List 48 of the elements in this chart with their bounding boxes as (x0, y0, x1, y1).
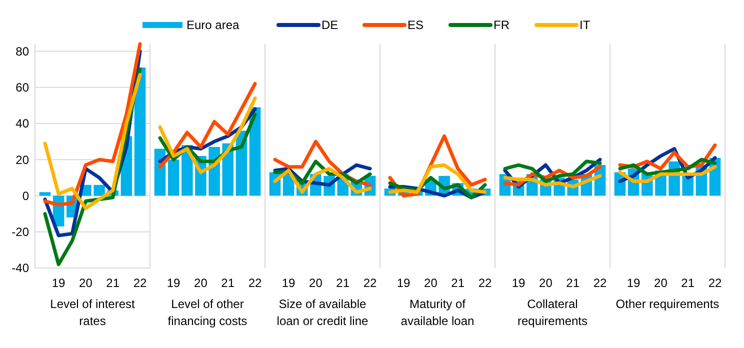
line-series (43, 42, 142, 207)
x-tick-label: 20 (424, 276, 438, 290)
x-tick-label: 21 (221, 276, 235, 290)
y-tick-label: -20 (12, 225, 30, 240)
x-tick-label: 22 (708, 276, 722, 290)
y-tick-label: 60 (16, 80, 30, 95)
x-tick-label: 21 (681, 276, 695, 290)
bar (168, 160, 180, 196)
x-tick-label: 22 (593, 276, 608, 290)
x-tick-label: 19 (626, 276, 641, 290)
y-tick-label: 80 (16, 44, 30, 58)
x-tick-label: 20 (194, 276, 208, 290)
x-tick-label: 19 (52, 276, 66, 290)
legend-label: IT (580, 18, 591, 32)
x-tick-label: 22 (478, 276, 492, 290)
bar (39, 192, 51, 196)
x-axis-title: Size of available loan or credit line (276, 297, 369, 328)
y-tick-label: 40 (16, 116, 30, 131)
legend-label: FR (494, 18, 510, 32)
legend-label: DE (322, 18, 338, 32)
bar (682, 176, 694, 196)
y-tick-label: 0 (22, 188, 30, 203)
legend-label: Euro area (186, 18, 240, 32)
x-tick-label: 21 (451, 276, 465, 290)
legend-label: ES (408, 18, 424, 32)
x-tick-label: 21 (336, 276, 350, 290)
x-tick-label: 19 (512, 276, 526, 290)
bar (94, 184, 105, 196)
x-tick-label: 19 (396, 276, 411, 290)
x-tick-label: 19 (282, 276, 296, 290)
x-tick-label: 20 (654, 276, 668, 290)
x-tick-label: 20 (79, 276, 93, 290)
x-axis-title: Collateral requirements (517, 297, 588, 328)
x-tick-label: 22 (133, 276, 148, 290)
x-tick-label: 21 (566, 276, 580, 290)
x-tick-label: 21 (106, 276, 120, 290)
x-tick-label: 22 (248, 276, 262, 290)
x-axis-title: Level of interest rates (50, 297, 136, 328)
line-series (43, 72, 142, 210)
x-axis-title: Level of other financing costs (168, 297, 248, 328)
x-axis-title: Other requirements (616, 297, 720, 311)
y-tick-label: -40 (12, 261, 30, 276)
x-axis-title: Maturity of available loan (400, 297, 474, 328)
y-tick-label: 20 (16, 152, 30, 167)
x-tick-label: 20 (309, 276, 323, 290)
x-tick-label: 19 (166, 276, 181, 290)
x-tick-label: 22 (363, 276, 378, 290)
x-tick-label: 20 (539, 276, 553, 290)
